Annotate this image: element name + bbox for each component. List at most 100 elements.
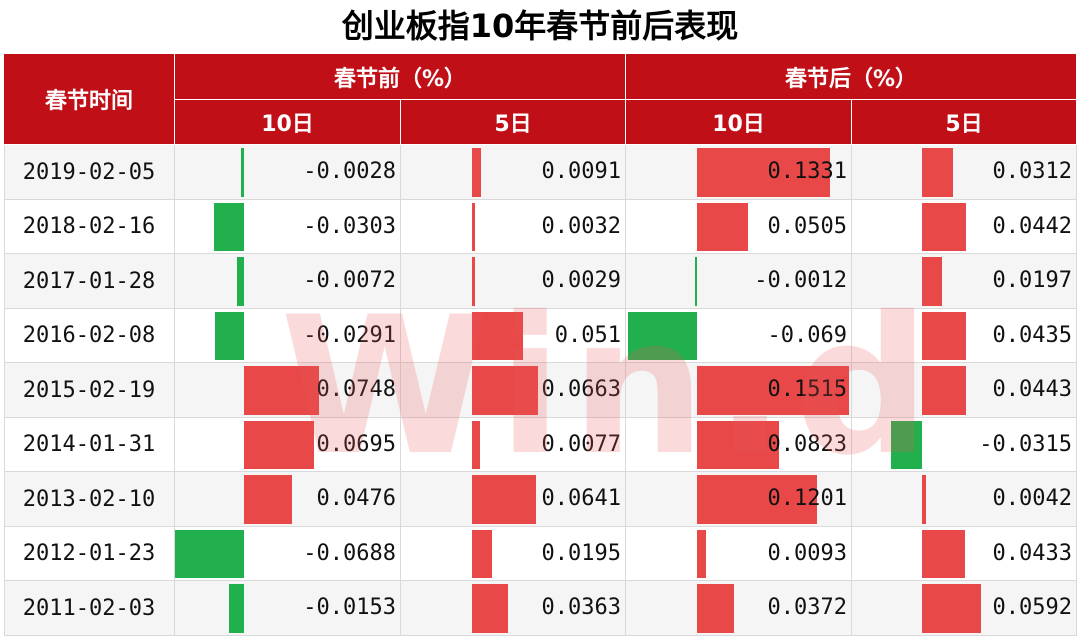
value-label: 0.0032 — [541, 213, 621, 239]
value-bar — [922, 148, 954, 197]
column-divider — [1076, 145, 1077, 636]
value-bar — [922, 202, 967, 251]
value-bar — [922, 366, 967, 415]
header-date-column: 春节时间 — [4, 54, 174, 144]
header-before-10-day: 10日 — [175, 100, 400, 144]
value-label: 0.0505 — [767, 213, 847, 239]
date-cell: 2019-02-05 — [22, 159, 156, 185]
value-bar — [695, 257, 697, 306]
value-label: -0.0688 — [303, 540, 396, 566]
value-bar — [697, 148, 831, 197]
value-label: 0.1331 — [767, 159, 847, 184]
value-label: 0.0077 — [541, 431, 621, 457]
value-label: 0.0443 — [992, 377, 1072, 402]
row-background — [4, 145, 1076, 200]
value-bar — [472, 420, 480, 469]
value-bar — [214, 311, 244, 360]
header-before-5-day: 5日 — [401, 100, 625, 144]
value-bar — [472, 311, 523, 360]
value-bar — [697, 529, 707, 578]
value-label: -0.0291 — [303, 322, 396, 348]
column-divider — [400, 145, 401, 636]
value-label: 0.0197 — [992, 268, 1072, 293]
value-bar — [244, 366, 319, 415]
value-label: 0.0823 — [767, 431, 847, 457]
value-bar — [697, 202, 748, 251]
value-label: -0.0012 — [754, 268, 847, 293]
value-label: 0.0091 — [541, 159, 621, 184]
date-cell: 2016-02-08 — [22, 323, 156, 349]
value-label: 0.0042 — [992, 486, 1072, 511]
value-label: -0.0315 — [979, 431, 1072, 457]
value-label: 0.0695 — [316, 431, 396, 457]
row-divider — [4, 471, 1076, 472]
date-cell: 2013-02-10 — [22, 486, 156, 512]
value-label: 0.051 — [554, 322, 621, 348]
date-cell: 2011-02-03 — [22, 595, 156, 621]
value-label: -0.0028 — [303, 159, 396, 184]
value-bar — [628, 311, 697, 360]
row-background — [4, 581, 1076, 636]
value-bar — [472, 148, 482, 197]
value-label: -0.069 — [767, 322, 847, 348]
date-cell: 2017-01-28 — [22, 268, 156, 294]
value-label: 0.1515 — [767, 377, 847, 402]
value-label: -0.0072 — [303, 268, 396, 293]
value-bar — [472, 257, 475, 306]
row-divider — [4, 362, 1076, 363]
value-bar — [236, 257, 244, 306]
value-label: 0.0442 — [992, 213, 1072, 239]
value-bar — [697, 475, 818, 524]
column-divider — [625, 145, 626, 636]
value-label: 0.0663 — [541, 377, 621, 402]
value-bar — [244, 420, 314, 469]
value-bar — [175, 529, 244, 578]
row-background — [4, 472, 1076, 527]
value-bar — [472, 584, 509, 633]
value-bar — [922, 529, 966, 578]
value-label: -0.0303 — [303, 213, 396, 239]
date-cell: 2018-02-16 — [22, 214, 156, 240]
value-bar — [697, 584, 735, 633]
date-cell: 2014-01-31 — [22, 432, 156, 458]
value-bar — [922, 257, 942, 306]
value-label: 0.0476 — [316, 486, 396, 511]
value-bar — [472, 366, 539, 415]
row-background — [4, 254, 1076, 309]
value-bar — [213, 202, 244, 251]
value-label: 0.0312 — [992, 159, 1072, 184]
column-divider — [174, 145, 175, 636]
value-bar — [922, 584, 982, 633]
header-after-10-day: 10日 — [626, 100, 851, 144]
value-bar — [922, 475, 927, 524]
value-bar — [244, 475, 292, 524]
row-divider — [4, 416, 1076, 418]
value-label: 0.0363 — [541, 595, 621, 620]
header-after-5-day: 5日 — [852, 100, 1076, 144]
column-divider — [851, 145, 852, 636]
value-bar — [472, 202, 476, 251]
value-bar — [472, 475, 537, 524]
value-bar — [697, 420, 780, 469]
value-label: 0.0592 — [992, 595, 1072, 620]
value-bar — [472, 529, 492, 578]
value-label: 0.0748 — [316, 377, 396, 402]
value-label: 0.0195 — [541, 540, 621, 566]
value-bar — [922, 311, 966, 360]
value-bar — [241, 148, 244, 197]
value-bar — [697, 366, 849, 415]
value-label: 0.0433 — [992, 540, 1072, 566]
row-divider — [4, 634, 1076, 636]
value-bar — [228, 584, 244, 633]
row-divider — [4, 307, 1076, 309]
row-divider — [4, 580, 1076, 581]
header-before-spring-festival: 春节前（%） — [175, 54, 625, 99]
chart-title: 创业板指10年春节前后表现 — [341, 7, 739, 45]
value-label: 0.0093 — [767, 540, 847, 566]
row-divider — [4, 525, 1076, 527]
date-cell: 2015-02-19 — [22, 377, 156, 403]
value-label: 0.0435 — [992, 322, 1072, 348]
row-divider — [4, 198, 1076, 200]
header-after-spring-festival: 春节后（%） — [626, 54, 1076, 99]
value-label: 0.1201 — [767, 486, 847, 511]
